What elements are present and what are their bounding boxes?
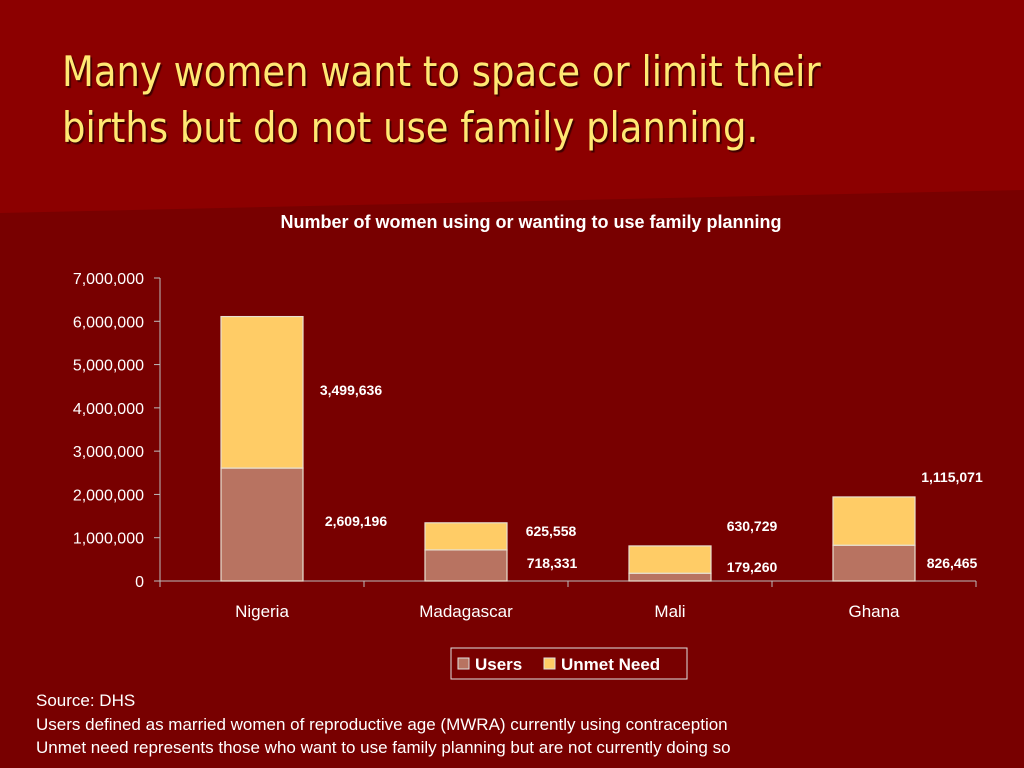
stacked-bar-chart: Number of women using or wanting to use … [73,212,983,680]
chart-title: Number of women using or wanting to use … [280,212,781,232]
users-value-label: 826,465 [927,555,978,571]
y-tick-label: 3,000,000 [73,444,144,461]
unmet-need-value-label: 1,115,071 [921,469,983,485]
users-bar-mali [628,572,712,582]
y-tick-label: 2,000,000 [73,487,144,504]
users-definition-note: Users defined as married women of reprod… [36,714,728,734]
data-labels: 2,609,196 3,499,636 718,331 625,558 179,260 6… [320,382,983,575]
unmet-need-value-label: 630,729 [727,518,778,534]
users-bar-nigeria [220,467,304,582]
unmet-need-legend-swatch [543,657,556,670]
unmet-need-bar-madagascar [424,522,508,551]
users-value-label: 179,260 [727,559,778,575]
unmet-need-definition-note: Unmet need represents those who want to … [36,738,731,757]
unmet-need-bar-ghana [832,496,916,546]
x-tick-label: Nigeria [235,602,289,621]
users-value-label: 2,609,196 [325,513,387,529]
unmet-need-bar-mali [628,545,712,574]
source-notes: Source: DHS Users defined as married wom… [36,689,996,760]
bars [220,315,916,582]
unmet-need-value-label: 3,499,636 [320,382,382,398]
unmet-need-legend-label: Unmet Need [561,655,660,674]
legend-box [450,647,688,680]
users-legend-swatch [457,657,470,670]
users-value-label: 718,331 [527,555,578,571]
y-tick-label: 7,000,000 [73,271,144,288]
x-tick-label: Madagascar [419,602,513,621]
y-tick-label: 0 [135,574,144,591]
y-axis: 0 1,000,000 2,000,000 3,000,000 4,000,000 5,0… [73,271,161,591]
chart-legend: Users Unmet Need [450,647,688,680]
unmet-need-bar-nigeria [220,315,304,469]
x-tick-label: Mali [654,602,685,621]
x-tick-label: Ghana [848,602,900,621]
y-tick-label: 4,000,000 [73,401,144,418]
x-axis: Nigeria Madagascar Mali Ghana [159,580,977,621]
source-note: Source: DHS [36,691,136,710]
y-tick-label: 1,000,000 [73,531,144,548]
slide-title-line-1: Many women want to space or limit their [62,47,821,96]
users-legend-label: Users [475,655,522,674]
users-bar-madagascar [424,549,508,582]
users-bar-ghana [832,544,916,582]
y-tick-label: 5,000,000 [73,358,144,375]
unmet-need-value-label: 625,558 [526,523,577,539]
slide-title: Many women want to space or limit their … [62,44,854,156]
slide-title-line-2: births but do not use family planning. [62,103,759,152]
y-tick-label: 6,000,000 [73,314,144,331]
